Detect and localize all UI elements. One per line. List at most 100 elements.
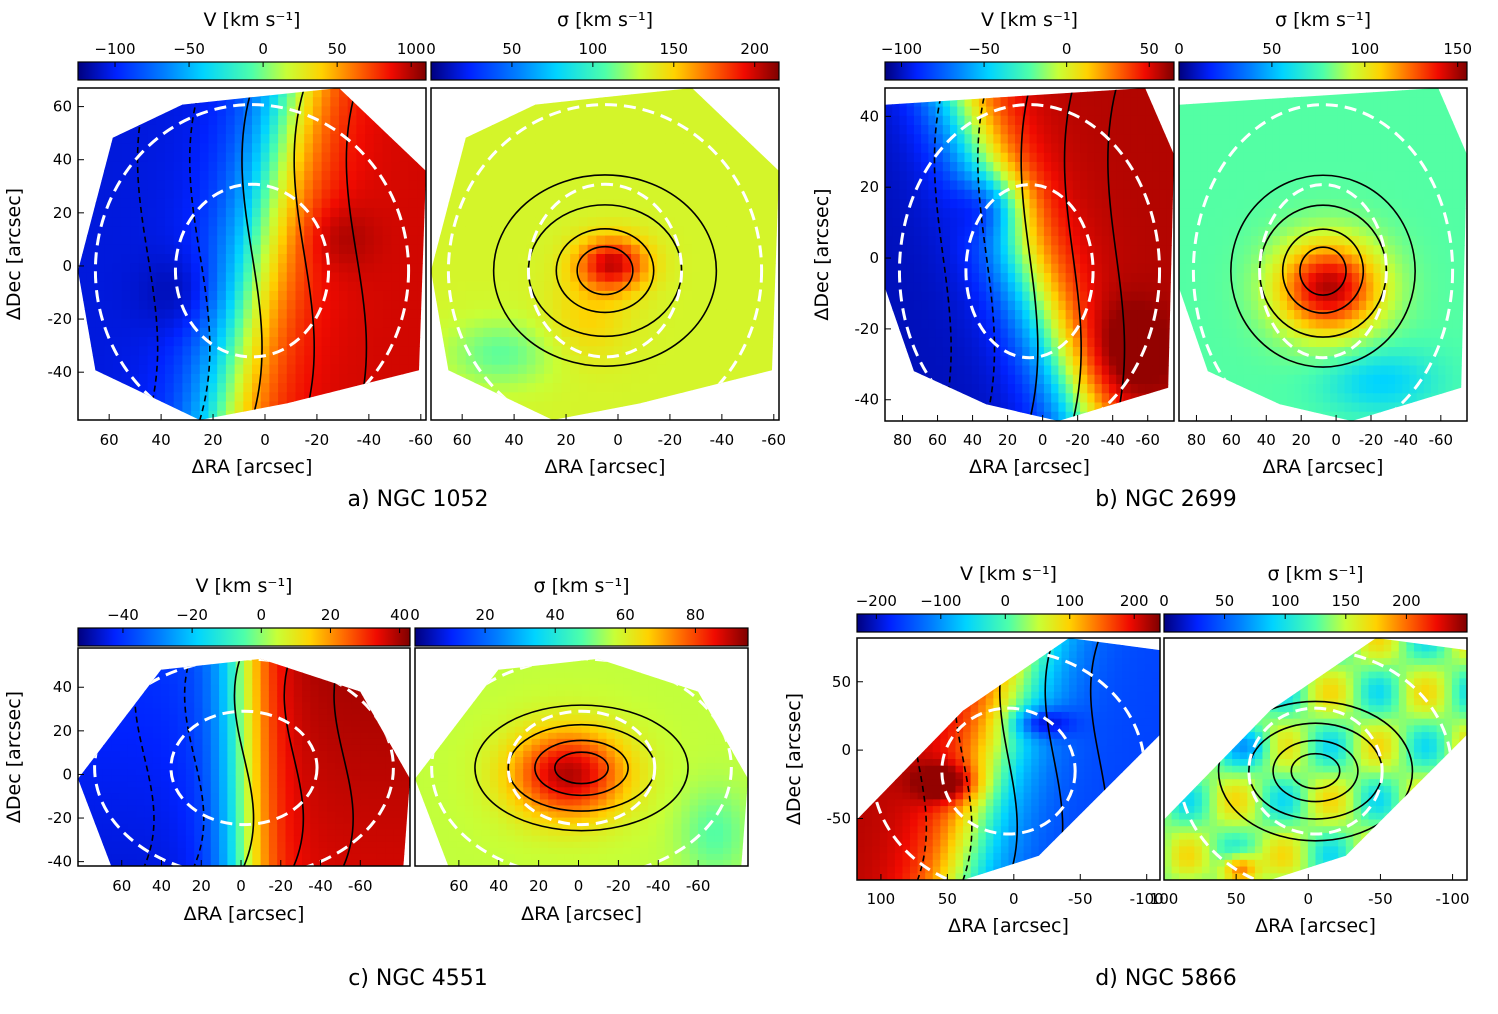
heatmap-cell bbox=[1207, 402, 1216, 413]
heatmap-cell bbox=[1222, 300, 1230, 311]
heatmap-cell bbox=[1152, 254, 1161, 265]
heatmap-cell bbox=[465, 97, 476, 108]
heatmap-cell bbox=[156, 290, 166, 301]
heatmap-cell bbox=[408, 254, 418, 264]
heatmap-cell bbox=[971, 143, 980, 154]
heatmap-cell bbox=[657, 217, 667, 227]
heatmap-cell bbox=[269, 327, 279, 338]
heatmap-cell bbox=[957, 319, 966, 330]
heatmap-cell bbox=[1200, 88, 1209, 98]
heatmap-cell bbox=[234, 309, 244, 320]
heatmap-cell bbox=[1036, 263, 1045, 274]
heatmap-cell bbox=[509, 401, 519, 412]
x-tick-label: 40 bbox=[505, 431, 524, 449]
heatmap-cell bbox=[104, 217, 114, 227]
heatmap-cell bbox=[578, 263, 589, 274]
heatmap-cell bbox=[104, 88, 114, 98]
heatmap-cell bbox=[457, 373, 467, 384]
heatmap-cell bbox=[339, 364, 349, 375]
heatmap-cell bbox=[465, 115, 476, 126]
heatmap-cell bbox=[752, 364, 763, 375]
heatmap-cell bbox=[1159, 310, 1168, 320]
heatmap-cell bbox=[474, 143, 484, 154]
heatmap-cell bbox=[631, 198, 641, 209]
heatmap-cell bbox=[648, 207, 658, 218]
heatmap-cell bbox=[1215, 263, 1223, 274]
heatmap-cell bbox=[1101, 282, 1110, 293]
heatmap-cell bbox=[1265, 162, 1274, 172]
heatmap-cell bbox=[408, 97, 418, 108]
heatmap-cell bbox=[935, 374, 944, 385]
heatmap-cell bbox=[278, 355, 288, 366]
heatmap-cell bbox=[448, 244, 458, 255]
heatmap-cell bbox=[913, 217, 922, 228]
heatmap-cell bbox=[138, 346, 149, 357]
heatmap-cell bbox=[1166, 208, 1174, 219]
heatmap-cell bbox=[234, 392, 244, 403]
heatmap-cell bbox=[474, 355, 484, 366]
heatmap-cell bbox=[312, 346, 323, 357]
heatmap-cell bbox=[156, 254, 166, 264]
heatmap-cell bbox=[986, 115, 994, 126]
heatmap-cell bbox=[465, 364, 476, 375]
heatmap-cell bbox=[173, 410, 183, 420]
heatmap-cell bbox=[993, 162, 1002, 172]
heatmap-cell bbox=[1123, 143, 1132, 154]
heatmap-cell bbox=[726, 263, 737, 274]
heatmap-cell bbox=[913, 347, 922, 357]
heatmap-cell bbox=[439, 364, 449, 375]
heatmap-cell bbox=[286, 152, 297, 163]
heatmap-cell bbox=[770, 124, 779, 135]
heatmap-cell bbox=[1265, 337, 1274, 348]
heatmap-cell bbox=[312, 281, 323, 292]
heatmap-cell bbox=[1036, 291, 1045, 302]
heatmap-cell bbox=[535, 281, 545, 292]
heatmap-cell bbox=[1243, 328, 1252, 339]
heatmap-cell bbox=[1058, 134, 1067, 145]
heatmap-cell bbox=[921, 291, 929, 302]
heatmap-cell bbox=[986, 125, 994, 135]
heatmap-cell bbox=[921, 245, 929, 256]
heatmap-cell bbox=[1222, 162, 1230, 172]
heatmap-cell bbox=[535, 226, 545, 237]
heatmap-cell bbox=[95, 189, 105, 200]
heatmap-cell bbox=[744, 401, 754, 412]
heatmap-cell bbox=[1222, 374, 1230, 385]
heatmap-cell bbox=[304, 300, 314, 310]
heatmap-cell bbox=[928, 152, 937, 163]
colorbar-tick-label: −100 bbox=[94, 40, 135, 58]
heatmap-cell bbox=[1058, 152, 1067, 163]
heatmap-cell bbox=[1094, 245, 1103, 256]
heatmap-cell bbox=[692, 244, 702, 255]
x-tick-label: 20 bbox=[998, 431, 1017, 449]
heatmap-cell bbox=[278, 106, 288, 117]
heatmap-cell bbox=[1152, 393, 1161, 404]
heatmap-cell bbox=[587, 124, 597, 135]
heatmap-cell bbox=[1130, 115, 1139, 126]
heatmap-cell bbox=[431, 198, 441, 209]
heatmap-cell bbox=[439, 143, 449, 154]
heatmap-cell bbox=[535, 346, 545, 357]
heatmap-cell bbox=[1007, 217, 1016, 228]
heatmap-cell bbox=[906, 115, 915, 126]
heatmap-cell bbox=[1159, 106, 1168, 117]
heatmap-cell bbox=[993, 88, 1002, 98]
heatmap-cell bbox=[1215, 226, 1223, 237]
heatmap-cell bbox=[365, 143, 375, 154]
heatmap-cell bbox=[1200, 374, 1209, 385]
heatmap-cell bbox=[700, 318, 710, 329]
heatmap-cell bbox=[1229, 152, 1238, 163]
heatmap-cell bbox=[86, 97, 96, 108]
heatmap-cell bbox=[147, 337, 157, 347]
heatmap-cell bbox=[913, 328, 922, 339]
heatmap-cell bbox=[365, 124, 375, 135]
heatmap-cell bbox=[993, 134, 1002, 145]
heatmap-cell bbox=[509, 226, 519, 237]
heatmap-cell bbox=[1152, 125, 1161, 135]
heatmap-cell bbox=[121, 226, 131, 237]
heatmap-cell bbox=[439, 106, 449, 117]
heatmap-cell bbox=[1043, 384, 1052, 394]
heatmap-cell bbox=[365, 327, 375, 338]
heatmap-cell bbox=[1087, 199, 1096, 209]
heatmap-cell bbox=[1015, 162, 1023, 172]
